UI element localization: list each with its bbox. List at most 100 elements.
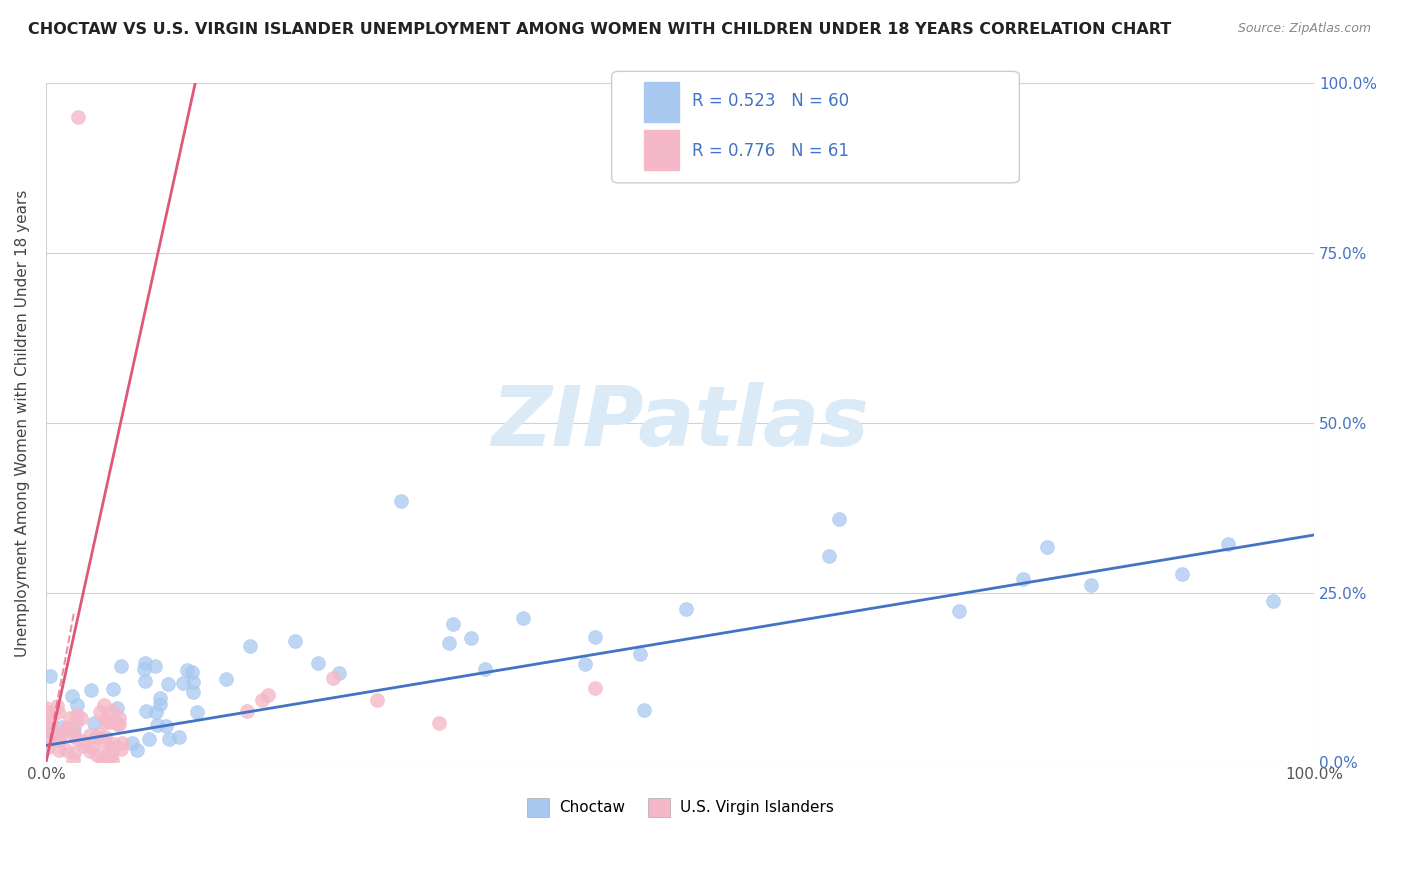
Point	[167, 731, 190, 745]
Point	[101, 681, 124, 696]
Text: Source: ZipAtlas.com: Source: ZipAtlas.com	[1237, 22, 1371, 36]
Point	[63, 723, 86, 738]
Point	[56, 722, 79, 736]
Point	[948, 604, 970, 618]
Point	[366, 693, 388, 707]
Point	[49, 727, 72, 741]
Point	[98, 714, 121, 729]
Point	[181, 685, 204, 699]
Point	[63, 746, 86, 760]
Point	[60, 689, 83, 703]
Point	[110, 742, 132, 756]
Point	[307, 656, 329, 670]
Point	[132, 662, 155, 676]
Point	[37, 706, 59, 721]
Point	[101, 741, 124, 756]
Point	[173, 675, 195, 690]
Text: R = 0.523   N = 60: R = 0.523 N = 60	[692, 93, 849, 111]
Point	[37, 705, 59, 719]
Point	[583, 630, 606, 644]
Point	[181, 665, 204, 679]
Point	[583, 681, 606, 695]
Point	[155, 719, 177, 733]
Point	[818, 549, 841, 563]
Point	[66, 732, 89, 747]
Point	[66, 708, 89, 723]
Point	[93, 735, 115, 749]
Point	[441, 616, 464, 631]
Point	[828, 511, 851, 525]
Point	[111, 736, 134, 750]
Point	[215, 672, 238, 686]
Legend: Choctaw, U.S. Virgin Islanders: Choctaw, U.S. Virgin Islanders	[520, 792, 839, 822]
Point	[39, 723, 62, 738]
Point	[37, 740, 59, 755]
Point	[135, 704, 157, 718]
Point	[107, 711, 129, 725]
Point	[46, 733, 69, 747]
Point	[1035, 540, 1057, 554]
Point	[134, 657, 156, 671]
Point	[48, 732, 70, 747]
Point	[107, 717, 129, 731]
Point	[94, 730, 117, 744]
Point	[186, 705, 208, 719]
Point	[100, 742, 122, 756]
Point	[55, 743, 77, 757]
Point	[146, 718, 169, 732]
Point	[39, 732, 62, 747]
Point	[121, 736, 143, 750]
Point	[90, 753, 112, 767]
Point	[322, 671, 344, 685]
Point	[149, 690, 172, 705]
Point	[96, 715, 118, 730]
Point	[145, 705, 167, 719]
Point	[46, 699, 69, 714]
Point	[46, 705, 69, 719]
Point	[48, 743, 70, 757]
Point	[1011, 572, 1033, 586]
Point	[59, 711, 82, 725]
Point	[103, 737, 125, 751]
Point	[79, 743, 101, 757]
Point	[181, 674, 204, 689]
Point	[474, 662, 496, 676]
Point	[101, 704, 124, 718]
Point	[62, 753, 84, 767]
Point	[328, 666, 350, 681]
Point	[39, 721, 62, 735]
Point	[143, 659, 166, 673]
Point	[70, 734, 93, 748]
Point	[83, 716, 105, 731]
Point	[1171, 567, 1194, 582]
Text: R = 0.776   N = 61: R = 0.776 N = 61	[692, 142, 849, 160]
Point	[94, 749, 117, 764]
Point	[38, 668, 60, 682]
Point	[239, 639, 262, 653]
Point	[66, 698, 89, 712]
Point	[51, 720, 73, 734]
Point	[96, 712, 118, 726]
Point	[110, 658, 132, 673]
Point	[675, 602, 697, 616]
Point	[105, 701, 128, 715]
Point	[86, 747, 108, 762]
Point	[39, 714, 62, 729]
Point	[460, 632, 482, 646]
Point	[236, 704, 259, 718]
Point	[157, 732, 180, 747]
Text: ZIPatlas: ZIPatlas	[491, 383, 869, 464]
Point	[72, 739, 94, 753]
Point	[101, 753, 124, 767]
Point	[69, 711, 91, 725]
Point	[257, 688, 280, 702]
Point	[427, 716, 450, 731]
Point	[100, 748, 122, 763]
Point	[62, 729, 84, 743]
Point	[79, 728, 101, 742]
Point	[437, 635, 460, 649]
Point	[89, 706, 111, 720]
Point	[125, 742, 148, 756]
Point	[1080, 578, 1102, 592]
Point	[93, 698, 115, 713]
